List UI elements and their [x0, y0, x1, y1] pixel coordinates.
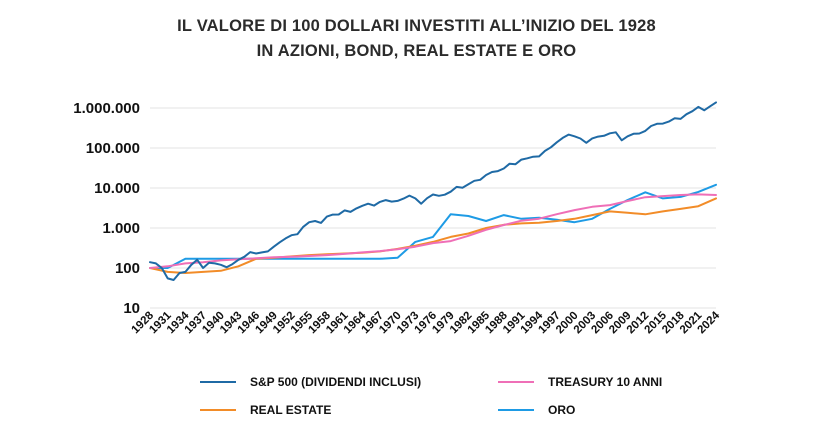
y-tick-label: 1.000 — [102, 220, 140, 237]
series-lines — [149, 101, 717, 281]
y-tick-label: 10 — [123, 300, 140, 317]
chart-title: IL VALORE DI 100 DOLLARI INVESTITI ALL’I… — [0, 14, 833, 64]
x-axis: 1928193119341937194019431946194919521955… — [130, 309, 723, 336]
chart-title-line-2: IN AZIONI, BOND, REAL ESTATE E ORO — [256, 42, 577, 60]
series-line-s-p-500-dividendi-inclusi — [149, 101, 717, 281]
x-tick-label: 2024 — [696, 309, 723, 336]
chart-title-line-1: IL VALORE DI 100 DOLLARI INVESTITI ALL’I… — [177, 17, 656, 35]
y-tick-label: 100 — [115, 260, 140, 277]
y-tick-label: 10.000 — [94, 180, 140, 197]
y-tick-label: 1.000.000 — [73, 100, 140, 117]
series-line-treasury-10-anni — [149, 193, 717, 269]
gridlines — [150, 107, 716, 309]
series-line-real-estate — [149, 197, 717, 274]
y-axis: 10 100 1.000 10.000 100.000 1.000.000 — [73, 100, 140, 317]
series-line-oro — [149, 183, 717, 269]
y-tick-label: 100.000 — [86, 140, 140, 157]
